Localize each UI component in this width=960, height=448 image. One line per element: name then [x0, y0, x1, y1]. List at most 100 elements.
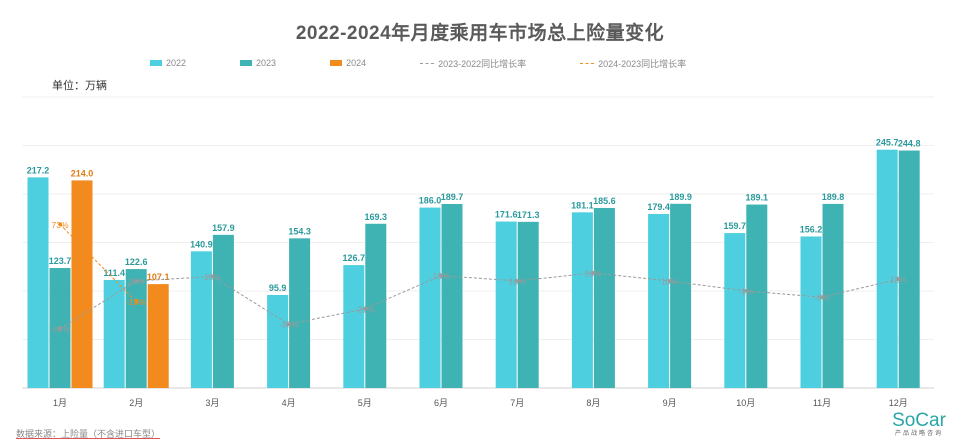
legend-label-2024: 2024 — [346, 58, 367, 68]
growth-2023-2022-point — [591, 271, 596, 275]
bar-2023 — [125, 269, 147, 388]
source-note: 数据来源：上险量（不含进口车型） — [16, 429, 161, 439]
bar-2022 — [724, 233, 746, 388]
socar-logo: SoCar 产品战略咨询 — [884, 410, 954, 438]
data-label-2023: 123.7 — [49, 256, 72, 266]
data-label-2024: 107.1 — [147, 272, 170, 282]
growth-2024-2023-point — [134, 299, 138, 304]
bar-2022 — [190, 251, 212, 388]
x-tick-label: 12月 — [889, 398, 908, 408]
growth-2023-2022-point — [286, 322, 291, 327]
bar-2024 — [71, 180, 93, 388]
growth-2024-2023-point — [58, 222, 62, 227]
x-tick-label: 10月 — [736, 398, 755, 408]
growth-2023-2022-point — [667, 279, 672, 283]
growth-2023-2022-label: 16% — [432, 271, 449, 281]
growth-2023-2022-label: -1% — [738, 286, 754, 296]
growth-2024-2023-label: 73% — [51, 220, 68, 230]
legend-item-growth-2023[interactable]: 2023-2022同比增长率 — [420, 57, 526, 70]
legend-item-2023[interactable]: 2023 — [240, 58, 276, 68]
bar-2023 — [670, 203, 692, 388]
bar-2022 — [571, 212, 593, 388]
growth-2024-2023-label: -13% — [126, 297, 146, 307]
growth-2023-2022-point — [363, 307, 367, 311]
data-label-2023: 244.8 — [898, 139, 921, 149]
data-label-2022: 95.9 — [269, 283, 287, 293]
bar-2022 — [648, 213, 670, 388]
bar-2023 — [289, 238, 311, 388]
unit-label: 单位：万辆 — [52, 80, 107, 92]
bar-2023 — [441, 203, 463, 388]
x-tick-label: 8月 — [586, 398, 600, 408]
bar-2023 — [593, 207, 615, 388]
legend-swatch-2022 — [150, 60, 162, 66]
data-label-2023: 154.3 — [288, 226, 311, 236]
x-tick-label: 5月 — [358, 398, 372, 408]
legend-item-2022[interactable]: 2022 — [150, 58, 186, 68]
growth-2023-2022-label: 10% — [128, 277, 145, 287]
growth-2023-2022-point — [58, 326, 62, 331]
data-label-2023: 189.9 — [669, 192, 692, 202]
bar-2023 — [517, 221, 539, 388]
chart-title: 2022-2024年月度乘用车市场总上险量变化 — [295, 23, 665, 44]
growth-2023-2022-point — [820, 295, 824, 300]
bar-2022 — [343, 265, 365, 388]
legend: 2022 2023 2024 2023-2022同比增长率 2024-2023同… — [150, 56, 890, 70]
data-label-2023: 189.8 — [822, 192, 845, 202]
growth-2023-2022-label: 10% — [661, 277, 678, 287]
bar-2022 — [27, 177, 49, 388]
legend-label-growth-2023: 2023-2022同比增长率 — [438, 58, 527, 69]
x-tick-label: 1月 — [53, 398, 67, 408]
bar-2022 — [267, 294, 289, 388]
growth-2023-2022-label: 19% — [585, 268, 602, 278]
legend-item-growth-2024[interactable]: 2024-2023同比增长率 — [580, 57, 686, 70]
growth-2023-2022-label: 15% — [204, 272, 221, 282]
growth-2023-2022-point — [134, 279, 138, 283]
growth-2023-2022-point — [744, 289, 748, 293]
legend-item-2024[interactable]: 2024 — [330, 58, 366, 68]
data-label-2023: 189.7 — [441, 192, 464, 202]
data-label-2023: 122.6 — [125, 257, 148, 267]
bar-2022 — [495, 221, 517, 388]
bar-2023 — [212, 234, 234, 388]
x-tick-label: 7月 — [510, 398, 524, 408]
bar-2022 — [419, 207, 441, 388]
data-label-2022: 126.7 — [343, 253, 366, 263]
bar-2022 — [103, 279, 125, 388]
growth-2024-2023-line — [59, 223, 137, 303]
x-tick-label: 11月 — [813, 398, 831, 408]
growth-2023-2022-label: 10% — [509, 277, 526, 287]
legend-label-growth-2024: 2024-2023同比增长率 — [598, 58, 687, 69]
data-label-2022: 245.7 — [876, 138, 899, 148]
legend-swatch-2024 — [330, 60, 343, 66]
bar-2023 — [746, 204, 768, 388]
growth-2023-2022-label: -21% — [355, 304, 375, 314]
bar-2023 — [898, 150, 920, 388]
bar-2023 — [822, 203, 844, 388]
legend-line-growth-2024 — [580, 62, 595, 64]
legend-line-growth-2023 — [420, 62, 435, 64]
data-label-2022: 140.9 — [190, 239, 213, 249]
data-label-2022: 217.2 — [27, 165, 50, 175]
logo-name: SoCar — [892, 410, 946, 431]
growth-2023-2022-label: -43% — [50, 324, 70, 334]
data-label-2022: 186.0 — [419, 196, 442, 206]
data-label-2023: 157.9 — [212, 223, 235, 233]
bar-2022 — [800, 236, 822, 388]
growth-2023-2022-point — [439, 273, 443, 278]
data-label-2023: 169.3 — [365, 212, 388, 222]
legend-swatch-2023 — [240, 60, 253, 66]
x-tick-label: 9月 — [663, 398, 677, 408]
growth-2023-2022-point — [210, 274, 215, 279]
legend-label-2022: 2022 — [166, 58, 187, 68]
data-label-2023: 189.1 — [746, 193, 769, 203]
growth-2023-2022-point — [515, 279, 519, 283]
data-label-2024: 214.0 — [71, 168, 94, 178]
growth-2023-2022-point — [896, 277, 900, 282]
growth-2023-2022-label: -38% — [279, 320, 299, 330]
data-label-2022: 111.4 — [103, 268, 125, 278]
growth-2023-2022-label: 12% — [890, 275, 907, 285]
data-label-2023: 171.3 — [517, 210, 540, 220]
x-tick-label: 4月 — [282, 398, 296, 408]
